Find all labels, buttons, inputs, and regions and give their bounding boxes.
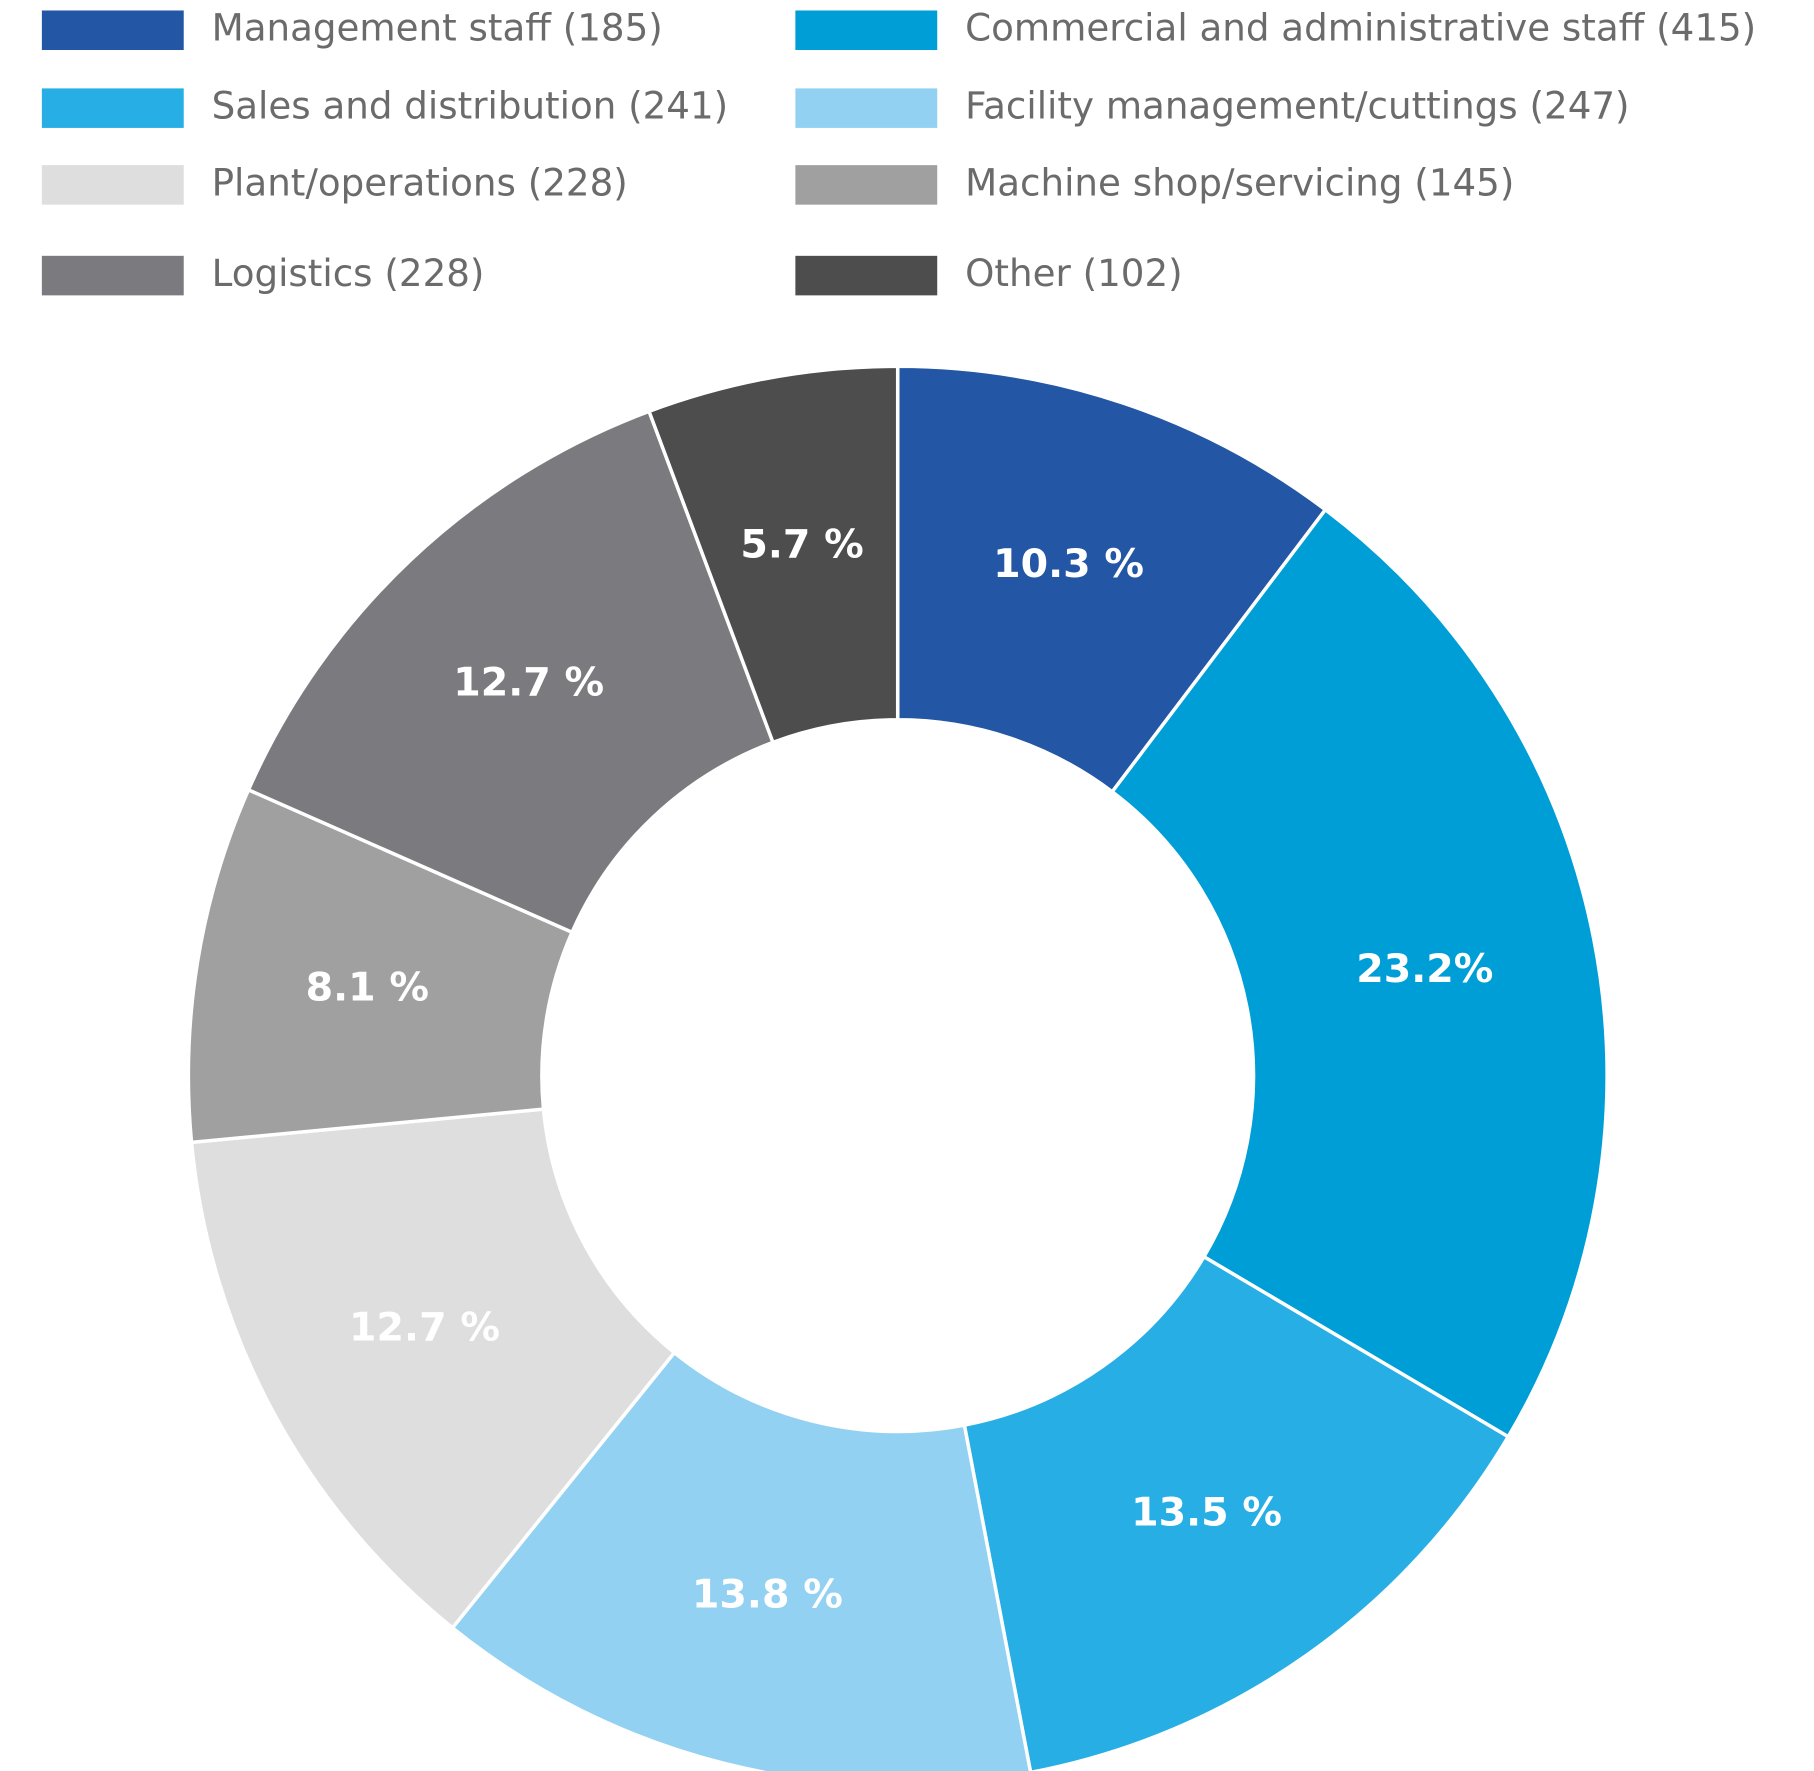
value-label: 12.7 %	[453, 660, 604, 706]
legend-label: Management staff (185)	[212, 6, 663, 50]
donut-segment	[189, 1107, 677, 1631]
donut-segment	[895, 364, 1328, 795]
legend-label: Logistics (228)	[212, 251, 485, 295]
donut-segment	[450, 1350, 1033, 1771]
legend-label: Sales and distribution (241)	[212, 84, 729, 128]
value-label: 13.8 %	[692, 1571, 843, 1617]
legend-swatch	[41, 10, 184, 51]
legend-label: Other (102)	[965, 251, 1183, 295]
value-label: 13.5 %	[1131, 1490, 1282, 1536]
legend-label: Facility management/cuttings (247)	[965, 84, 1629, 128]
legend-swatch	[795, 10, 938, 51]
legend-swatch	[41, 165, 184, 205]
value-label: 12.7 %	[349, 1304, 500, 1350]
donut-segment	[646, 364, 900, 745]
value-label: 5.7 %	[740, 521, 863, 567]
legend-label: Plant/operations (228)	[212, 160, 628, 204]
value-label: 23.2%	[1356, 946, 1493, 992]
value-label: 8.1 %	[306, 964, 429, 1010]
legend-swatch	[41, 255, 184, 296]
donut-segment	[186, 787, 575, 1145]
legend-swatch	[795, 165, 938, 205]
donut-segment	[1109, 507, 1609, 1440]
donut-segment	[962, 1254, 1511, 1771]
legend-swatch	[795, 88, 938, 128]
legend-label: Commercial and administrative staff (415…	[965, 6, 1756, 50]
donut-segment	[246, 409, 776, 935]
legend-swatch	[795, 255, 938, 296]
legend-label: Machine shop/servicing (145)	[965, 160, 1514, 204]
value-label: 10.3 %	[993, 541, 1144, 587]
legend-swatch	[41, 88, 184, 128]
